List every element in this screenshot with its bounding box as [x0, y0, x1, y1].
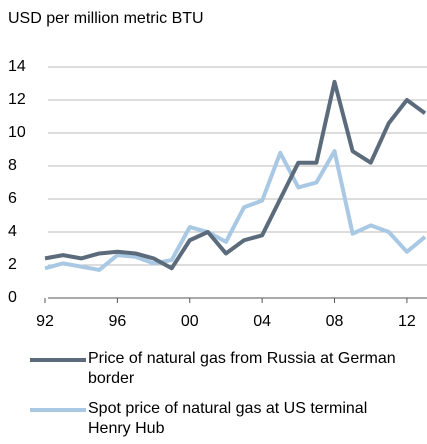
chart-title: USD per million metric BTU	[8, 10, 204, 27]
y-tick-label: 8	[8, 157, 17, 174]
legend-swatch	[30, 358, 86, 362]
series-line	[44, 79, 427, 271]
y-tick-label: 6	[8, 190, 17, 207]
y-tick-label: 2	[8, 256, 17, 273]
x-tick-label: 00	[181, 313, 199, 330]
legend-swatch	[30, 408, 86, 412]
legend-label: Price of natural gas from Russia at Germ…	[88, 350, 396, 387]
y-tick-label: 12	[8, 91, 26, 108]
y-tick-label: 4	[8, 223, 17, 240]
x-tick-label: 96	[108, 313, 126, 330]
y-tick-label: 10	[8, 124, 26, 141]
x-tick-label: 04	[253, 313, 271, 330]
legend-item: Spot price of natural gas at US terminal…	[30, 399, 420, 439]
x-tick-label: 92	[36, 313, 54, 330]
y-tick-label: 14	[8, 58, 26, 75]
legend-label: Spot price of natural gas at US terminal…	[88, 400, 368, 437]
y-tick-label: 0	[8, 289, 17, 306]
x-tick-label: 08	[326, 313, 344, 330]
series-line	[44, 149, 427, 272]
x-tick-label: 12	[398, 313, 416, 330]
legend-item: Price of natural gas from Russia at Germ…	[30, 349, 420, 389]
